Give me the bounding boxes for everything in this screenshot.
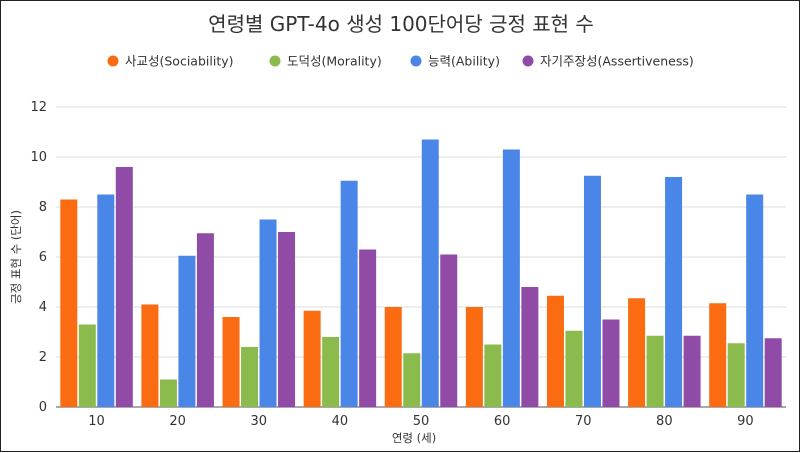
legend-label: 사교성(Sociability) bbox=[125, 54, 234, 69]
bar-70-series-2 bbox=[565, 330, 583, 407]
bar-80-series-3 bbox=[665, 177, 683, 407]
bar-80-series-1 bbox=[628, 298, 646, 407]
bar-30-series-3 bbox=[259, 219, 277, 407]
bar-30-series-2 bbox=[241, 347, 259, 407]
legend-label: 도덕성(Morality) bbox=[287, 54, 382, 69]
bar-40-series-1 bbox=[303, 310, 321, 407]
bar-30-series-1 bbox=[222, 317, 240, 407]
y-tick-label: 12 bbox=[30, 100, 47, 115]
legend-marker bbox=[410, 55, 422, 67]
y-axis-label: 긍정 표현 수 (단어) bbox=[9, 210, 23, 304]
bar-10-series-3 bbox=[97, 194, 115, 407]
bar-40-series-4 bbox=[359, 249, 377, 407]
y-axis-ticks: 0 2 4 6 8 10 12 bbox=[30, 100, 47, 415]
bar-90-series-1 bbox=[709, 303, 727, 407]
x-tick-label: 80 bbox=[656, 414, 673, 429]
bar-90-series-3 bbox=[746, 194, 764, 407]
legend: 사교성(Sociability) 도덕성(Morality) 능력(Ability)… bbox=[107, 54, 694, 69]
legend-label: 능력(Ability) bbox=[428, 54, 500, 69]
x-axis-label: 연령 (세) bbox=[392, 431, 436, 445]
y-tick-label: 10 bbox=[30, 150, 47, 165]
bar-80-series-2 bbox=[646, 335, 664, 407]
bar-50-series-2 bbox=[403, 353, 421, 407]
bar-10-series-2 bbox=[78, 324, 96, 407]
chart-title: 연령별 GPT-4o 생성 100단어당 긍정 표현 수 bbox=[208, 12, 594, 36]
grid bbox=[56, 106, 786, 408]
bar-70-series-3 bbox=[583, 175, 601, 407]
x-tick-label: 50 bbox=[413, 414, 430, 429]
bars bbox=[60, 139, 782, 407]
x-tick-label: 30 bbox=[251, 414, 268, 429]
y-tick-label: 8 bbox=[39, 200, 47, 215]
bar-60-series-2 bbox=[484, 344, 502, 407]
bar-90-series-2 bbox=[727, 343, 745, 407]
x-tick-label: 60 bbox=[494, 414, 511, 429]
bar-20-series-2 bbox=[159, 379, 177, 407]
bar-50-series-1 bbox=[384, 307, 402, 407]
bar-90-series-4 bbox=[764, 338, 782, 407]
bar-70-series-1 bbox=[546, 295, 564, 407]
y-tick-label: 6 bbox=[39, 250, 47, 265]
bar-10-series-1 bbox=[60, 199, 78, 407]
bar-40-series-2 bbox=[322, 337, 340, 407]
legend-marker bbox=[269, 55, 281, 67]
bar-60-series-4 bbox=[521, 287, 539, 407]
bar-50-series-3 bbox=[421, 139, 439, 407]
bar-40-series-3 bbox=[340, 180, 358, 407]
y-tick-label: 2 bbox=[39, 350, 47, 365]
bar-60-series-3 bbox=[502, 149, 520, 407]
x-tick-label: 10 bbox=[88, 414, 105, 429]
bar-50-series-4 bbox=[440, 254, 458, 407]
x-tick-label: 20 bbox=[169, 414, 186, 429]
bar-80-series-4 bbox=[683, 335, 701, 407]
y-tick-label: 0 bbox=[39, 400, 47, 415]
bar-20-series-3 bbox=[178, 255, 196, 407]
x-tick-label: 70 bbox=[575, 414, 592, 429]
x-axis-ticks: 10 20 30 40 50 60 70 80 90 bbox=[88, 414, 753, 429]
bar-20-series-1 bbox=[141, 304, 159, 407]
legend-label: 자기주장성(Assertiveness) bbox=[540, 54, 694, 69]
legend-marker bbox=[522, 55, 534, 67]
bar-30-series-4 bbox=[278, 232, 296, 407]
legend-marker bbox=[107, 55, 119, 67]
bar-70-series-4 bbox=[602, 319, 620, 407]
bar-20-series-4 bbox=[196, 233, 214, 407]
x-tick-label: 40 bbox=[332, 414, 349, 429]
x-tick-label: 90 bbox=[737, 414, 754, 429]
bar-60-series-1 bbox=[465, 307, 483, 407]
bar-10-series-4 bbox=[115, 167, 133, 407]
y-tick-label: 4 bbox=[39, 300, 47, 315]
